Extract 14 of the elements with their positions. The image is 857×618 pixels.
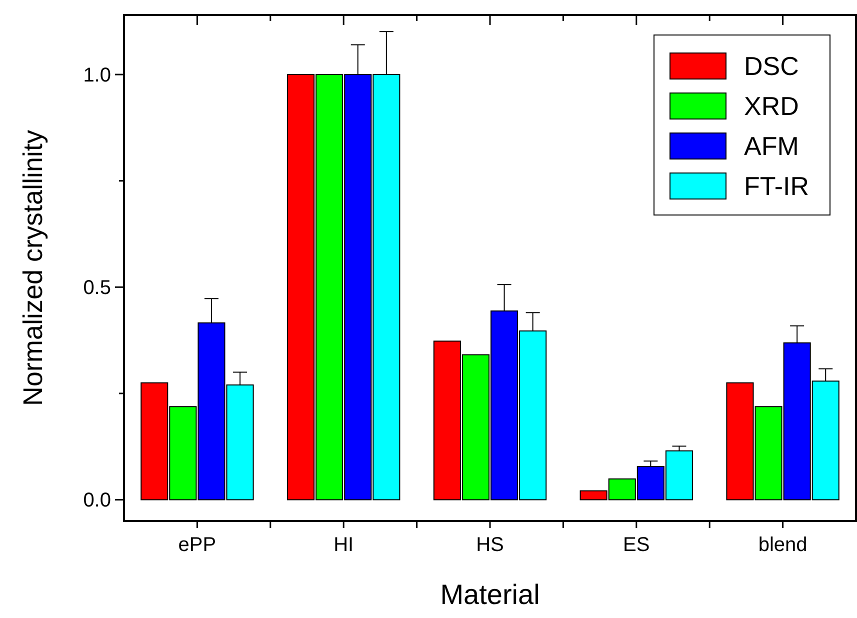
x-tick-label: HS: [476, 534, 504, 556]
y-tick-label: 1.0: [83, 64, 111, 87]
x-tick-label: ePP: [178, 534, 216, 556]
y-axis-title: Normalized crystallinity: [18, 129, 48, 406]
y-tick-label: 0.5: [83, 277, 111, 300]
legend-label: DSC: [744, 51, 799, 82]
y-tick-label: 0.0: [83, 490, 111, 512]
legend-label: XRD: [744, 91, 799, 122]
legend-label: AFM: [744, 131, 799, 162]
x-tick-label: ES: [623, 534, 650, 556]
x-axis-title: Material: [440, 579, 540, 610]
x-tick-label: HI: [334, 534, 354, 556]
x-tick-label: blend: [758, 534, 808, 556]
legend-label: FT-IR: [744, 171, 809, 202]
